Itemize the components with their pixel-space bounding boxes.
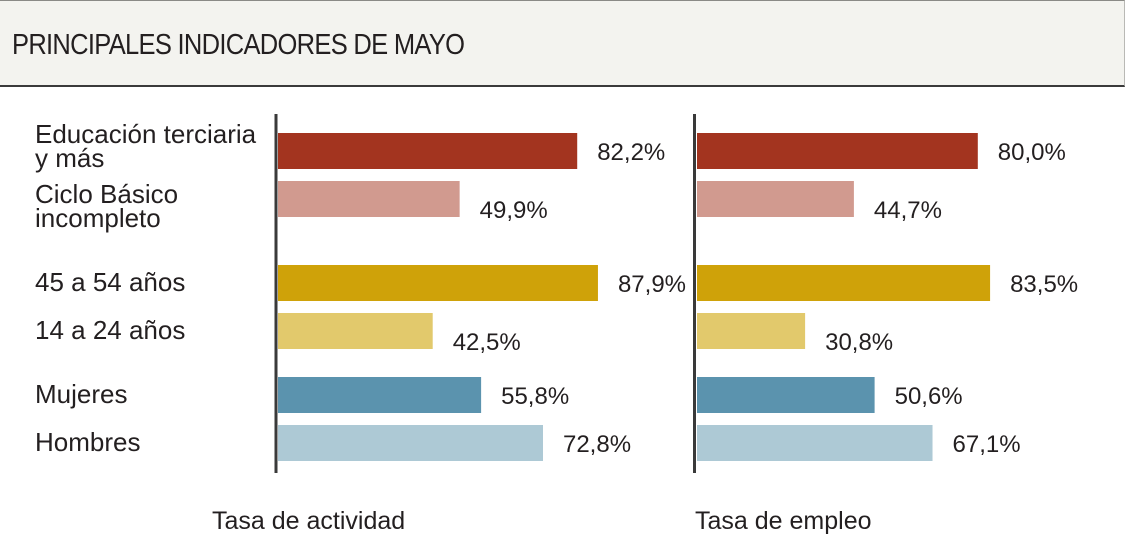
chart-header: PRINCIPALES INDICADORES DE MAYO <box>0 0 1125 87</box>
category-label-line: Ciclo Básico <box>35 179 178 209</box>
series-title: Tasa de actividad <box>212 507 405 535</box>
data-label: 72,8% <box>563 431 631 458</box>
bar <box>278 377 482 413</box>
data-label: 55,8% <box>501 383 569 410</box>
series-title: Tasa de empleo <box>695 507 872 535</box>
bar <box>697 133 978 169</box>
bar <box>278 133 578 169</box>
data-label: 50,6% <box>895 383 963 410</box>
bar <box>697 313 806 349</box>
chart-title: PRINCIPALES INDICADORES DE MAYO <box>12 29 465 61</box>
bar <box>278 265 598 301</box>
category-label-line: incompleto <box>35 203 161 233</box>
category-label: Hombres <box>35 427 140 457</box>
data-label: 67,1% <box>953 431 1021 458</box>
data-label: 80,0% <box>998 139 1066 166</box>
category-label-line: Mujeres <box>35 379 127 409</box>
bar <box>697 425 933 461</box>
data-label: 49,9% <box>480 197 548 224</box>
category-label: 14 a 24 años <box>35 315 185 345</box>
category-label-line: Educación terciaria <box>35 119 257 149</box>
category-label: Educación terciaria y más <box>35 119 257 173</box>
bar <box>278 313 433 349</box>
category-label: Mujeres <box>35 379 127 409</box>
data-label: 44,7% <box>874 197 942 224</box>
data-label: 82,2% <box>597 139 665 166</box>
bar <box>697 377 875 413</box>
bar <box>278 181 460 217</box>
data-label: 42,5% <box>453 329 521 356</box>
data-label: 87,9% <box>618 271 686 298</box>
category-label: 45 a 54 años <box>35 267 185 297</box>
category-label-line: 14 a 24 años <box>35 315 185 345</box>
bar <box>697 265 991 301</box>
category-label-line: 45 a 54 años <box>35 267 185 297</box>
data-label: 83,5% <box>1010 271 1078 298</box>
category-label-line: y más <box>35 143 104 173</box>
data-label: 30,8% <box>825 329 893 356</box>
bar <box>697 181 854 217</box>
category-label-line: Hombres <box>35 427 140 457</box>
category-label: Ciclo Básico incompleto <box>35 179 178 233</box>
bar <box>278 425 543 461</box>
